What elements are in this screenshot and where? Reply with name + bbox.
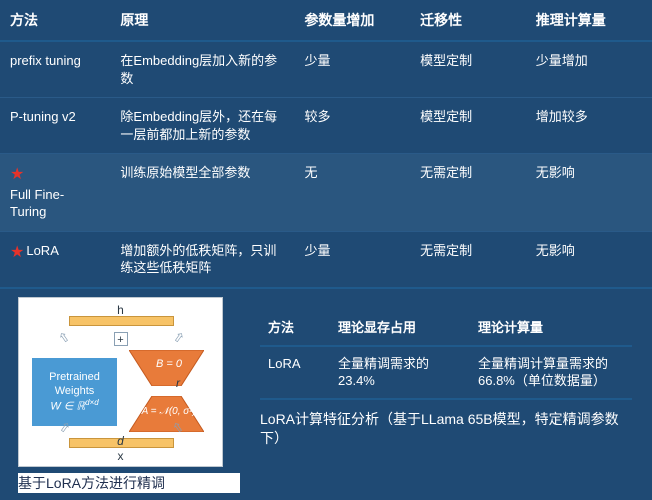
table-row: ★LoRA增加额外的低秩矩阵，只训练这些低秩矩阵少量无需定制无影响 xyxy=(0,231,652,288)
mini-header-method: 方法 xyxy=(260,311,330,346)
cell-param-increase: 较多 xyxy=(294,98,410,154)
table-row: prefix tuning 在Embedding层加入新的参数少量模型定制少量增加 xyxy=(0,41,652,98)
diagram-r-label: r xyxy=(176,376,180,390)
header-param-increase: 参数量增加 xyxy=(294,0,410,41)
cell-inference-cost: 少量增加 xyxy=(526,41,652,98)
mini-table-caption: LoRA计算特征分析（基于LLama 65B模型，特定精调参数下） xyxy=(260,410,632,448)
cell-param-increase: 无 xyxy=(294,154,410,232)
mini-cell-memory: 全量精调需求的23.4% xyxy=(330,346,470,399)
header-principle: 原理 xyxy=(110,0,294,41)
header-inference-cost: 推理计算量 xyxy=(526,0,652,41)
cell-principle: 训练原始模型全部参数 xyxy=(110,154,294,232)
diagram-h-label: h xyxy=(117,303,124,317)
diagram-caption: 基于LoRA方法进行精调 xyxy=(18,473,240,493)
cell-method: P-tuning v2 xyxy=(0,98,110,154)
cell-transferability: 模型定制 xyxy=(410,98,526,154)
cell-principle: 增加额外的低秩矩阵，只训练这些低秩矩阵 xyxy=(110,231,294,288)
lora-cost-table: 方法 理论显存占用 理论计算量 LoRA 全量精调需求的23.4% 全量精调计算… xyxy=(260,311,632,400)
cell-transferability: 模型定制 xyxy=(410,41,526,98)
star-icon: ★ xyxy=(10,242,24,264)
matrix-a-label: A = 𝒩(0, σ²) xyxy=(142,406,196,417)
bottom-section: h + ⇧ ⇧ Pretrained Weights W ∈ ℝd×d B = … xyxy=(0,289,652,499)
diagram-d-label: d xyxy=(117,434,124,448)
method-name: LoRA xyxy=(26,242,59,260)
diagram-x-label: x xyxy=(118,449,124,463)
pretrained-line1: Pretrained xyxy=(34,370,115,384)
arrow-icon: ⇧ xyxy=(55,328,73,347)
table-row: ★Full Fine-Turing训练原始模型全部参数无无需定制无影响 xyxy=(0,154,652,232)
mini-cell-compute: 全量精调计算量需求的66.8%（单位数据量） xyxy=(470,346,632,399)
mini-header-memory: 理论显存占用 xyxy=(330,311,470,346)
method-name: P-tuning v2 xyxy=(10,108,76,126)
table-row: LoRA 全量精调需求的23.4% 全量精调计算量需求的66.8%（单位数据量） xyxy=(260,346,632,399)
pretrained-line2: Weights xyxy=(34,384,115,398)
cell-method: ★LoRA xyxy=(0,231,110,288)
cell-inference-cost: 无影响 xyxy=(526,231,652,288)
lora-diagram: h + ⇧ ⇧ Pretrained Weights W ∈ ℝd×d B = … xyxy=(18,297,223,467)
cell-principle: 在Embedding层加入新的参数 xyxy=(110,41,294,98)
header-transferability: 迁移性 xyxy=(410,0,526,41)
cell-param-increase: 少量 xyxy=(294,231,410,288)
header-method: 方法 xyxy=(0,0,110,41)
star-icon: ★ xyxy=(10,164,24,186)
mini-header-compute: 理论计算量 xyxy=(470,311,632,346)
mini-table-panel: 方法 理论显存占用 理论计算量 LoRA 全量精调需求的23.4% 全量精调计算… xyxy=(250,289,652,499)
table-header-row: 方法 原理 参数量增加 迁移性 推理计算量 xyxy=(0,0,652,41)
pretrained-weights-box: Pretrained Weights W ∈ ℝd×d xyxy=(32,358,117,426)
method-name: prefix tuning xyxy=(10,52,81,70)
method-name: Full Fine-Turing xyxy=(10,186,100,221)
pretrained-math: W ∈ ℝd×d xyxy=(34,398,115,414)
matrix-b-label: B = 0 xyxy=(156,358,182,370)
cell-inference-cost: 无影响 xyxy=(526,154,652,232)
cell-method: prefix tuning xyxy=(0,41,110,98)
cell-param-increase: 少量 xyxy=(294,41,410,98)
cell-transferability: 无需定制 xyxy=(410,154,526,232)
cell-principle: 除Embedding层外，还在每一层前都加上新的参数 xyxy=(110,98,294,154)
plus-icon: + xyxy=(114,332,128,346)
diagram-output-bar xyxy=(69,316,174,326)
cell-inference-cost: 增加较多 xyxy=(526,98,652,154)
lora-diagram-panel: h + ⇧ ⇧ Pretrained Weights W ∈ ℝd×d B = … xyxy=(0,289,250,499)
comparison-table: 方法 原理 参数量增加 迁移性 推理计算量 prefix tuning 在Embe… xyxy=(0,0,652,289)
table-header-row: 方法 理论显存占用 理论计算量 xyxy=(260,311,632,346)
cell-method: ★Full Fine-Turing xyxy=(0,154,110,232)
table-row: P-tuning v2 除Embedding层外，还在每一层前都加上新的参数较多模… xyxy=(0,98,652,154)
slide-root: 方法 原理 参数量增加 迁移性 推理计算量 prefix tuning 在Embe… xyxy=(0,0,652,500)
cell-transferability: 无需定制 xyxy=(410,231,526,288)
arrow-icon: ⇧ xyxy=(169,328,187,347)
mini-cell-method: LoRA xyxy=(260,346,330,399)
